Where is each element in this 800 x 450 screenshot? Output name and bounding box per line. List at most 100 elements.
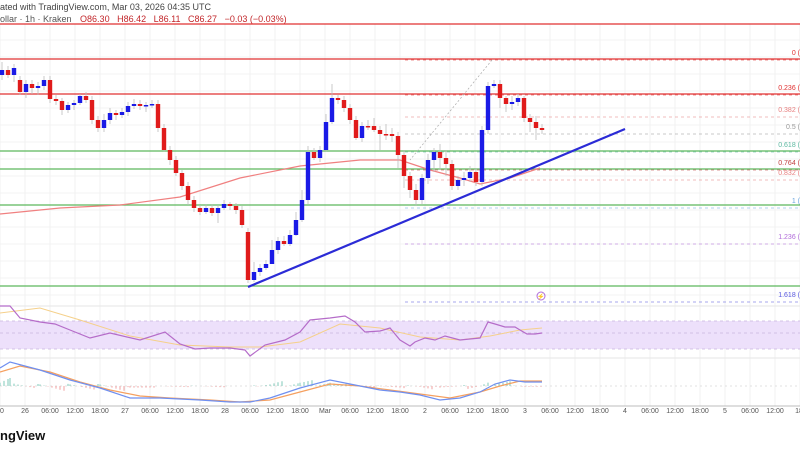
bear-candle	[59, 101, 65, 110]
x-tick-label: 4	[623, 408, 627, 415]
bull-candle	[467, 172, 473, 178]
bear-candle	[17, 80, 23, 92]
svg-text:⚡: ⚡	[537, 293, 544, 301]
bear-candle	[383, 134, 389, 136]
bull-candle	[143, 105, 149, 107]
bull-candle	[299, 200, 305, 220]
x-tick-label: 12:00	[266, 408, 284, 415]
bear-candle	[185, 186, 191, 200]
bull-candle	[317, 150, 323, 158]
x-tick-label: 12:00	[566, 408, 584, 415]
rsi-guides	[0, 320, 800, 350]
bull-candle	[419, 178, 425, 200]
bull-candle	[359, 126, 365, 138]
bull-candle	[257, 268, 263, 272]
bear-candle	[137, 104, 143, 106]
bear-candle	[521, 98, 527, 118]
bull-candle	[35, 86, 41, 88]
bull-candle	[305, 152, 311, 200]
bull-candle	[455, 180, 461, 186]
bull-candle	[263, 264, 269, 268]
bull-candle	[71, 103, 77, 105]
fib-level-label: 0.618 (	[778, 142, 800, 149]
bear-candle	[371, 126, 377, 130]
bear-candle	[245, 232, 251, 280]
x-tick-label: 12:00	[766, 408, 784, 415]
x-tick-label: 18:00	[91, 408, 109, 415]
bull-candle	[461, 178, 467, 180]
bull-candle	[101, 120, 107, 128]
bear-candle	[413, 190, 419, 200]
bear-candle	[113, 113, 119, 115]
bull-candle	[23, 84, 29, 92]
bull-candle	[119, 112, 125, 115]
bull-candle	[329, 98, 335, 122]
bear-candle	[197, 208, 203, 212]
macd-line	[0, 361, 542, 403]
x-tick-label: 26	[21, 408, 29, 415]
x-tick-label: 27	[121, 408, 129, 415]
x-tick-label: 06:00	[341, 408, 359, 415]
horizontal-levels	[0, 58, 800, 287]
x-tick-label: 18:00	[591, 408, 609, 415]
bear-candle	[83, 96, 89, 100]
fib-level-label: 1 (	[791, 198, 800, 205]
bull-candle	[269, 250, 275, 264]
fib-level-label: 0.382 (	[778, 107, 800, 114]
x-tick-label: 06:00	[741, 408, 759, 415]
bear-candle	[365, 126, 371, 128]
bear-candle	[449, 164, 455, 186]
bull-candle	[485, 86, 491, 130]
fib-level-label: 0.832 (	[778, 170, 800, 177]
x-axis-labels: 00 26 06:00 12:00 18:00 27 06:00 12:00 18:00 28 06…	[0, 408, 800, 420]
fib-level-label: 0.236 (	[778, 85, 800, 92]
bear-candle	[209, 208, 215, 213]
ohlc-close: C86.27	[188, 14, 218, 24]
bear-candle	[539, 128, 545, 130]
fib-level-label: 1.618 (	[778, 292, 800, 299]
x-tick-label: 12:00	[366, 408, 384, 415]
x-tick-label: 3	[523, 408, 527, 415]
bear-candle	[161, 128, 167, 150]
ohlc-low: L86.11	[153, 14, 181, 24]
bull-candle	[275, 241, 281, 250]
bullish-trend-line	[247, 127, 626, 289]
bear-candle	[233, 206, 239, 210]
bull-candle	[41, 80, 47, 86]
bear-candle	[191, 200, 197, 208]
ohlc-open: O86.30	[80, 14, 110, 24]
bull-candle	[479, 130, 485, 182]
published-line: ated with TradingView.com, Mar 03, 2026 …	[0, 2, 211, 12]
x-tick-label: 06:00	[641, 408, 659, 415]
bull-candle	[107, 113, 113, 120]
fib-level-label: 0.764 (	[778, 160, 800, 167]
x-tick-label: 06:00	[141, 408, 159, 415]
bear-candle	[47, 80, 53, 99]
bull-candle	[0, 70, 5, 75]
x-tick-label: 12:00	[66, 408, 84, 415]
fib-level-label: 0.5 (	[785, 124, 800, 131]
bear-candle	[437, 152, 443, 158]
bear-candle	[377, 130, 383, 134]
bear-candle	[473, 172, 479, 182]
bear-candle	[497, 84, 503, 98]
alert-icon[interactable]: ⚡	[536, 291, 546, 301]
tradingview-logo-text: ngView	[0, 428, 46, 443]
moving-average-line	[0, 159, 541, 215]
candlesticks	[0, 62, 545, 283]
bull-candle	[149, 104, 155, 106]
fib-anchor-line	[409, 59, 493, 161]
symbol-legend: ollar · 1h · Kraken O86.30 H86.42 L86.11…	[0, 14, 292, 24]
x-tick-label: 12:00	[666, 408, 684, 415]
bull-candle	[251, 272, 257, 280]
bear-candle	[443, 158, 449, 164]
x-tick-label: 18:00	[491, 408, 509, 415]
bull-candle	[125, 106, 131, 112]
bear-candle	[407, 176, 413, 190]
bear-candle	[167, 150, 173, 160]
bear-candle	[239, 210, 245, 225]
fib-level-label: 0 (	[791, 50, 800, 57]
fib-level-label: 1.236 (	[778, 234, 800, 241]
rsi-line	[0, 305, 543, 357]
